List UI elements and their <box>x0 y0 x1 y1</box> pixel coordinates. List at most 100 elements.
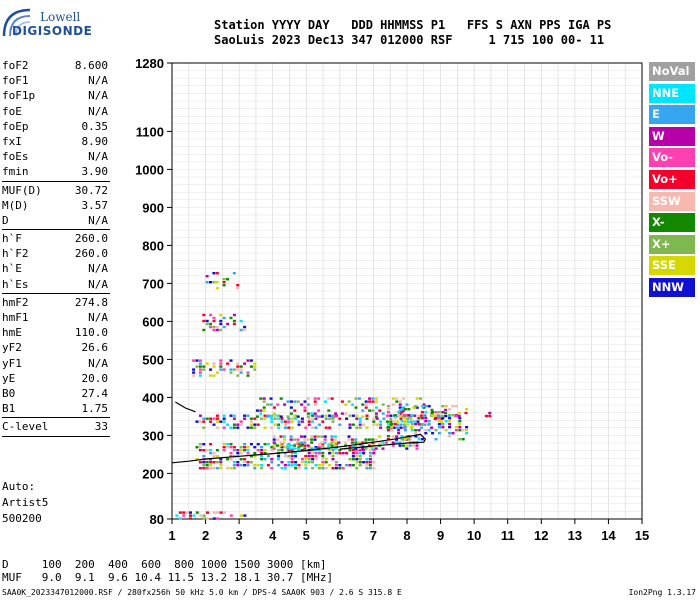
echo-point <box>178 517 182 520</box>
echo-point <box>458 438 462 441</box>
echo-point <box>202 467 206 470</box>
echo-point <box>260 417 264 420</box>
echo-point <box>198 362 202 365</box>
echo-point <box>437 411 441 414</box>
echo-point <box>358 420 362 423</box>
echo-point <box>222 281 226 284</box>
param-value: N/A <box>88 277 108 291</box>
echo-point <box>307 423 311 426</box>
echo-point <box>397 414 401 417</box>
echo-point <box>239 464 243 467</box>
echo-point <box>355 455 359 458</box>
echo-point <box>212 423 216 426</box>
echo-point <box>317 464 321 467</box>
echo-point <box>266 464 270 467</box>
echo-point <box>386 408 390 411</box>
echo-point <box>212 281 216 284</box>
echo-point <box>202 319 206 323</box>
echo-point <box>313 435 317 438</box>
param-row: fmin 3.90 <box>2 164 108 179</box>
echo-point <box>389 417 393 420</box>
param-label: hmE <box>2 326 22 340</box>
y-tick-label: 800 <box>142 238 164 253</box>
param-value: 30.72 <box>74 183 108 197</box>
echo-point <box>331 420 335 423</box>
param-separator <box>2 417 110 419</box>
param-row: C-level 33 <box>2 419 108 434</box>
echo-point <box>283 426 287 429</box>
echo-point <box>403 429 407 432</box>
echo-point <box>232 414 236 417</box>
echo-point <box>300 417 304 420</box>
echo-point <box>354 438 358 441</box>
echo-point <box>311 467 315 470</box>
echo-point <box>371 409 375 412</box>
echo-point <box>457 414 461 418</box>
echo-point <box>341 467 345 470</box>
x-tick-label: 10 <box>467 528 481 543</box>
echo-point <box>357 397 361 400</box>
echo-point <box>368 458 372 461</box>
echo-point <box>427 405 431 408</box>
header-columns-line: Station YYYY DAY DDD HHMMSS P1 FFS S AXN… <box>214 18 612 32</box>
echo-point <box>229 446 233 449</box>
echo-point <box>270 426 274 429</box>
echo-point <box>236 365 240 368</box>
echo-point <box>365 417 369 420</box>
echo-point <box>249 461 253 464</box>
echo-point <box>393 423 397 426</box>
echo-point <box>372 423 376 426</box>
echo-point <box>331 467 335 470</box>
echo-point <box>397 411 401 414</box>
echo-point <box>386 429 390 432</box>
station-header: Station YYYY DAY DDD HHMMSS P1 FFS S AXN… <box>214 18 611 48</box>
echo-point <box>277 464 281 467</box>
echo-point <box>232 461 236 464</box>
echo-point <box>303 400 307 403</box>
echo-point <box>239 458 243 461</box>
echo-point <box>393 417 397 420</box>
echo-point <box>451 414 455 417</box>
echo-point <box>243 443 247 446</box>
echo-point <box>437 420 441 423</box>
param-row: h`F2 260.0 <box>2 246 108 261</box>
y-tick-labels: 80 200 300 400 500 600 700 800 900 1000 1100 1280 <box>135 56 164 527</box>
echo-point <box>324 467 328 470</box>
echo-point <box>243 362 247 365</box>
echo-point <box>398 403 402 406</box>
echo-point <box>209 461 213 464</box>
echo-point <box>209 417 213 420</box>
echo-point <box>209 443 213 446</box>
echo-point <box>323 441 327 444</box>
echo-point <box>419 414 423 417</box>
echo-point <box>212 461 216 464</box>
echo-point <box>415 406 419 409</box>
echo-point <box>408 444 412 447</box>
echo-point <box>205 322 209 326</box>
param-value: 274.8 <box>74 295 108 309</box>
echo-point <box>270 449 274 452</box>
x-tick-labels: 1 2 3 4 5 6 7 8 9 10 11 12 13 14 15 <box>168 528 649 543</box>
echo-point <box>253 452 257 455</box>
echo-point <box>385 420 389 423</box>
echo-point <box>403 408 407 411</box>
echo-point <box>334 452 338 455</box>
echo-point <box>229 458 233 461</box>
echo-point <box>289 438 293 441</box>
echo-point <box>395 438 399 441</box>
echo-point <box>368 455 372 458</box>
echo-point <box>328 452 332 455</box>
echo-point <box>386 435 390 438</box>
echo-point <box>215 426 219 429</box>
echo-point <box>297 446 301 449</box>
echo-point <box>286 400 290 403</box>
echo-point <box>270 417 274 420</box>
echo-point <box>195 365 199 368</box>
echo-point <box>368 467 372 470</box>
echo-point <box>226 362 230 365</box>
y-tick-label: 400 <box>142 390 164 405</box>
echo-point <box>354 444 358 447</box>
param-label: hmF2 <box>2 295 29 309</box>
echo-point <box>226 446 230 449</box>
echo-point <box>277 414 281 417</box>
